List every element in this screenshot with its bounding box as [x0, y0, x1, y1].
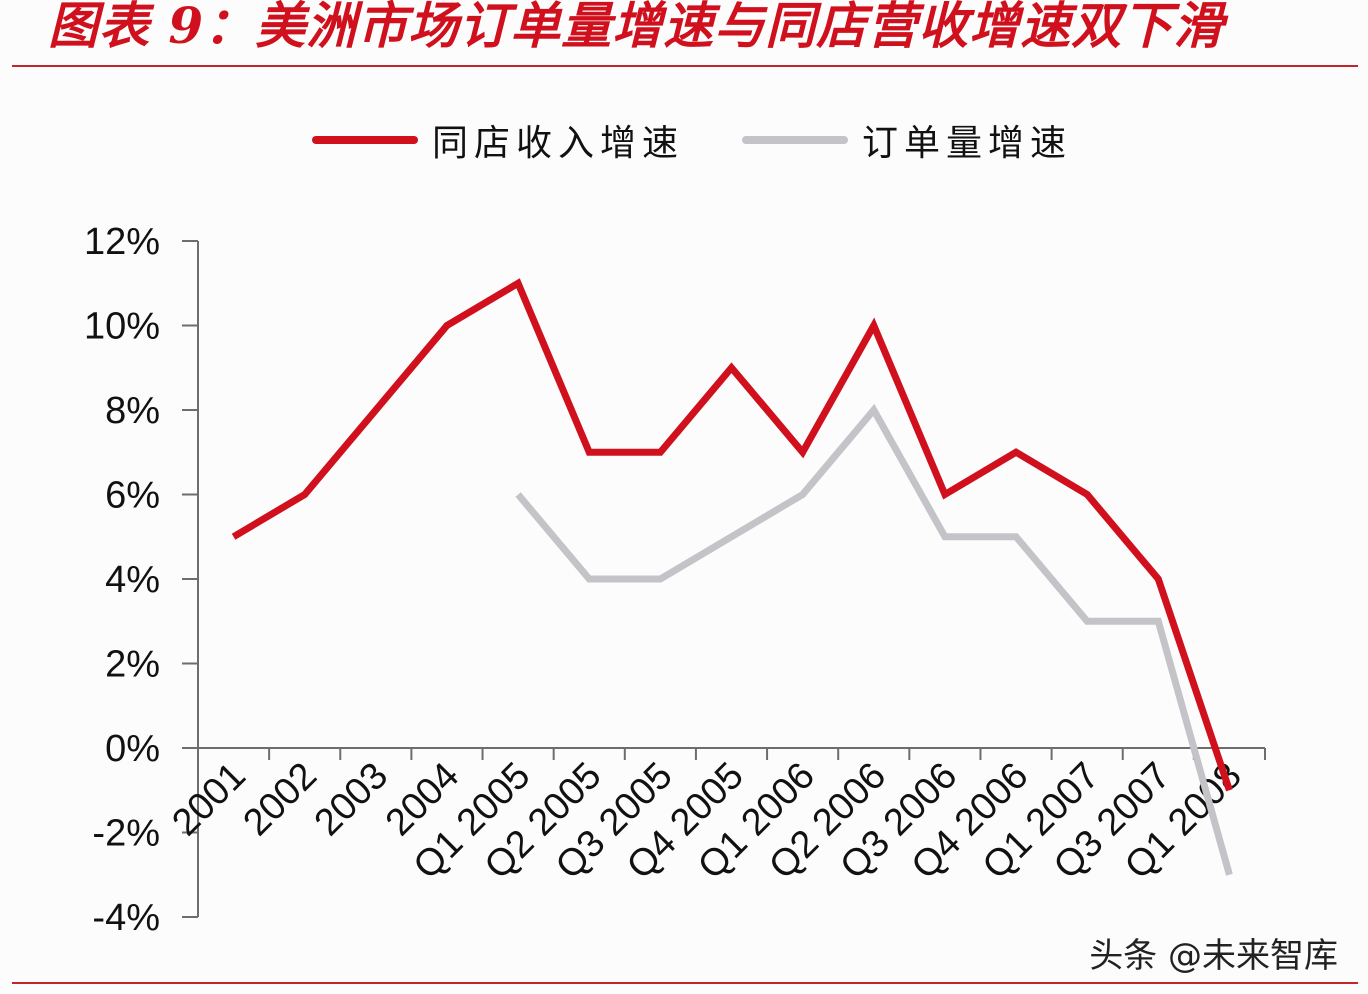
series-order-volume-line [515, 403, 1233, 876]
x-tick-label: 2002 [236, 755, 325, 844]
y-tick-label: -4% [92, 897, 160, 939]
data-series [231, 278, 1233, 876]
y-tick-label: 0% [105, 728, 160, 770]
legend-swatch-red-line-icon [312, 136, 418, 144]
chart-title: 图表 9：美洲市场订单量增速与同店营收增速双下滑 [48, 0, 1225, 55]
y-axis-ticks: 12% 10% 8% 6% 4% 2% 0% -2% -4% [84, 221, 198, 939]
legend-swatch-gray-line-icon [742, 136, 848, 144]
legend-label: 同店收入增速 [432, 123, 685, 164]
y-tick-label: 10% [84, 306, 160, 348]
y-tick-label: 4% [105, 559, 160, 601]
y-tick-label: -2% [92, 813, 160, 855]
y-tick-label: 12% [84, 221, 160, 263]
series-same-store-revenue-line [231, 278, 1233, 792]
y-tick-label: 8% [105, 390, 160, 432]
x-tick-label: 2001 [164, 755, 253, 844]
legend-label: 订单量增速 [862, 123, 1073, 164]
x-tick-label: 2003 [307, 755, 396, 844]
bottom-divider [12, 982, 1358, 984]
y-tick-label: 6% [105, 475, 160, 517]
title-divider [12, 65, 1358, 67]
legend: 同店收入增速 订单量增速 [0, 115, 1368, 165]
y-tick-label: 2% [105, 644, 160, 686]
legend-item-order-volume: 订单量增速 [742, 115, 1072, 165]
legend-item-same-store-revenue: 同店收入增速 [312, 115, 684, 165]
watermark: 头条 @未来智库 [1089, 936, 1338, 976]
